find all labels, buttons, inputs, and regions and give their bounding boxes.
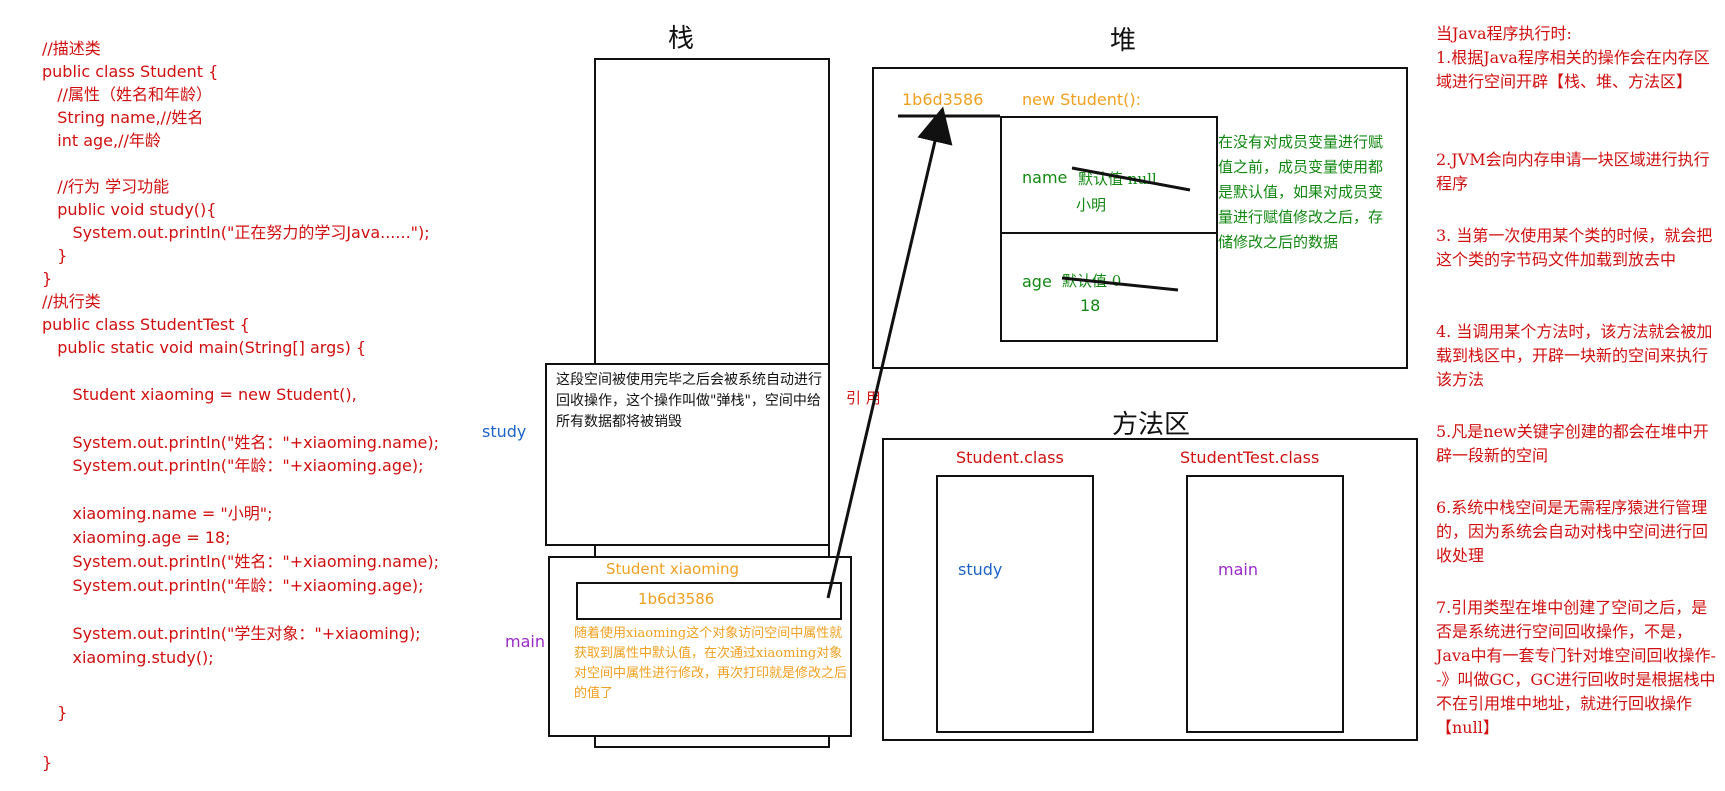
code-line: System.out.println("姓名："+xiaoming.name);: [42, 552, 440, 571]
code-line: xiaoming.age = 18;: [42, 528, 231, 547]
code-line: }: [42, 703, 68, 722]
code-line: public void study(){: [42, 200, 217, 219]
right-note-item: 7.引用类型在堆中创建了空间之后，是否是系统进行空间回收操作，不是，Java中有…: [1436, 598, 1716, 737]
code-line: //行为 学习功能: [42, 177, 170, 196]
code-line: public class StudentTest {: [42, 315, 250, 334]
main-frame-label: main: [505, 632, 545, 651]
heap-object-box: [1000, 116, 1218, 342]
stack-variable-address: 1b6d3586: [638, 590, 715, 608]
code-line: System.out.println("学生对象："+xiaoming);: [42, 624, 421, 643]
code-line: //描述类: [42, 39, 101, 58]
heap-title: 堆: [1110, 26, 1137, 56]
code-line: xiaoming.name = "小明";: [42, 504, 273, 523]
stack-variable-cell: [576, 582, 842, 620]
studenttest-main-method: main: [1218, 560, 1258, 579]
code-line: System.out.println("正在努力的学习Java......");: [42, 223, 430, 242]
study-stack-frame: [545, 363, 830, 546]
code-line: }: [42, 753, 53, 772]
code-line: int age,//年龄: [42, 131, 161, 150]
student-study-method: study: [958, 560, 1003, 579]
right-note-item: 4. 当调用某个方法时，该方法就会被加载到栈区中，开辟一块新的空间来执行该方法: [1436, 322, 1713, 389]
heap-name-value: 小明: [1076, 196, 1107, 214]
code-line: }: [42, 246, 68, 265]
right-note-item: 6.系统中栈空间是无需程序猿进行管理的，因为系统会自动对栈中空间进行回收处理: [1436, 498, 1709, 565]
heap-age-field: age: [1022, 272, 1052, 291]
code-line: public static void main(String[] args) {: [42, 338, 367, 357]
heap-object-address: 1b6d3586: [902, 90, 984, 109]
heap-field-divider: [1000, 232, 1218, 234]
code-line: public class Student {: [42, 62, 219, 81]
method-area-title: 方法区: [1112, 410, 1191, 440]
heap-note: 在没有对成员变量进行赋值之前，成员变量使用都是默认值，如果对成员变量进行赋值修改…: [1218, 133, 1384, 251]
right-notes-intro: 当Java程序执行时:: [1436, 24, 1572, 43]
studenttest-class-label: StudentTest.class: [1180, 448, 1320, 467]
study-frame-label: study: [482, 422, 527, 441]
right-note-item: 1.根据Java程序相关的操作会在内存区域进行空间开辟【栈、堆、方法区】: [1436, 48, 1710, 91]
reference-label: 引 用: [846, 389, 881, 407]
code-line: System.out.println("姓名："+xiaoming.name);: [42, 433, 440, 452]
study-frame-note: 这段空间被使用完毕之后会被系统自动进行回收操作，这个操作叫做"弹栈"，空间中给所…: [556, 372, 822, 430]
code-line: }: [42, 269, 53, 288]
student-class-box: [936, 475, 1094, 733]
heap-age-value: 18: [1080, 296, 1101, 315]
code-line: String name,//姓名: [42, 108, 204, 127]
right-note-item: 3. 当第一次使用某个类的时候，就会把这个类的字节码文件加载到放去中: [1436, 226, 1713, 269]
code-line: System.out.println("年龄："+xiaoming.age);: [42, 456, 424, 475]
studenttest-class-box: [1186, 475, 1344, 733]
right-note-item: 2.JVM会向内存申请一块区域进行执行程序: [1436, 150, 1710, 193]
code-line: //属性（姓名和年龄）: [42, 85, 213, 104]
stack-title: 栈: [668, 24, 695, 54]
heap-age-default: 默认值 0: [1062, 272, 1122, 290]
student-class-label: Student.class: [956, 448, 1064, 467]
code-line: Student xiaoming = new Student(),: [42, 385, 357, 404]
code-line: //执行类: [42, 292, 101, 311]
right-note-item: 5.凡是new关键字创建的都会在堆中开辟一段新的空间: [1436, 422, 1709, 465]
main-frame-note: 随着使用xiaoming这个对象访问空间中属性就获取到属性中默认值，在次通过xi…: [574, 626, 848, 701]
stack-variable-label: Student xiaoming: [606, 560, 740, 578]
heap-new-student-label: new Student():: [1022, 90, 1142, 109]
code-line: System.out.println("年龄："+xiaoming.age);: [42, 576, 424, 595]
heap-name-field: name: [1022, 168, 1068, 187]
code-line: xiaoming.study();: [42, 648, 214, 667]
heap-name-default: 默认值 null: [1078, 170, 1157, 188]
